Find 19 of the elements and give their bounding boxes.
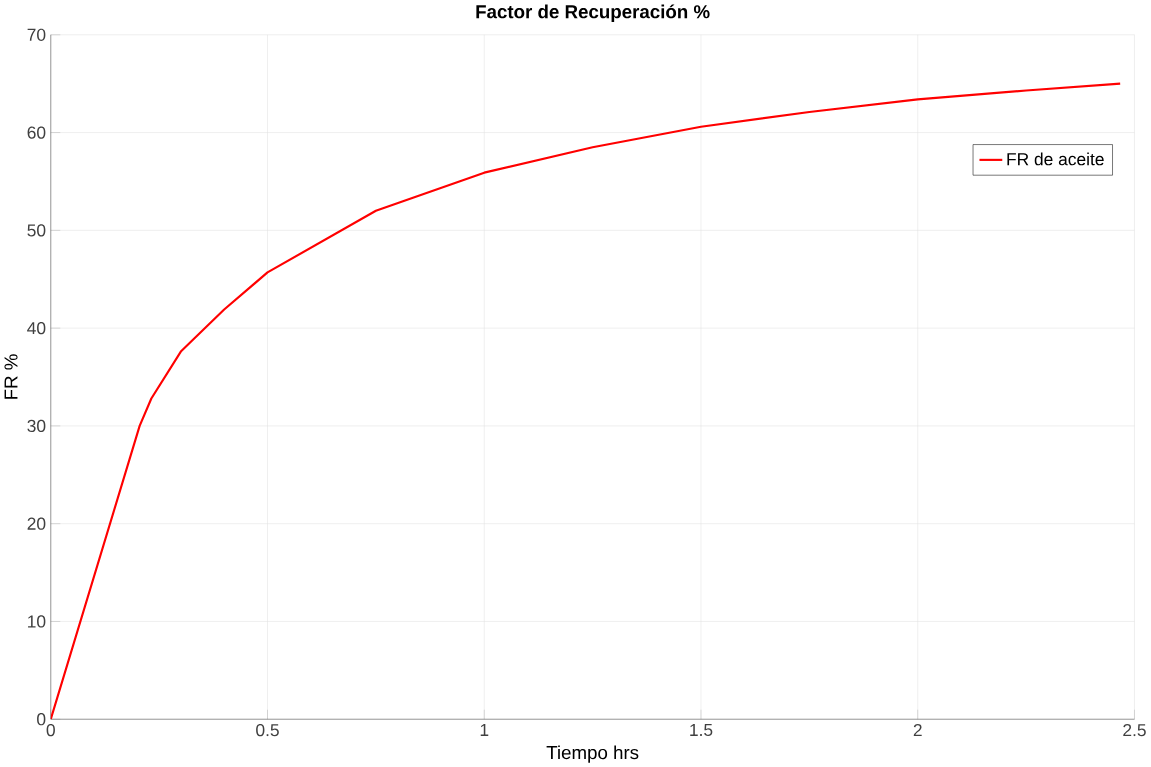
- x-tick-label: 1.5: [690, 723, 713, 736]
- y-tick-label: 20: [27, 517, 46, 530]
- y-axis-title: FR %: [4, 354, 18, 399]
- x-tick-label: 2.5: [1123, 723, 1146, 737]
- legend-label: FR de aceite: [1007, 152, 1104, 166]
- line-series: [50, 82, 1122, 720]
- x-tick-label: 0.5: [256, 723, 279, 737]
- x-tick-label: 2: [913, 723, 922, 736]
- y-tick-label: 0: [37, 712, 46, 726]
- y-tick-label: 30: [27, 419, 46, 432]
- x-tick-label: 0: [46, 723, 55, 737]
- y-tick-label: 60: [27, 126, 46, 139]
- y-tick-label: 70: [27, 28, 46, 41]
- chart-title: Factor de Recuperación %: [476, 4, 710, 22]
- x-axis-title: Tiempo hrs: [546, 745, 639, 763]
- x-tick-label: 1: [480, 723, 489, 736]
- y-tick-label: 40: [27, 321, 46, 335]
- y-tick-label: 50: [27, 224, 46, 237]
- y-tick-label: 10: [28, 615, 46, 628]
